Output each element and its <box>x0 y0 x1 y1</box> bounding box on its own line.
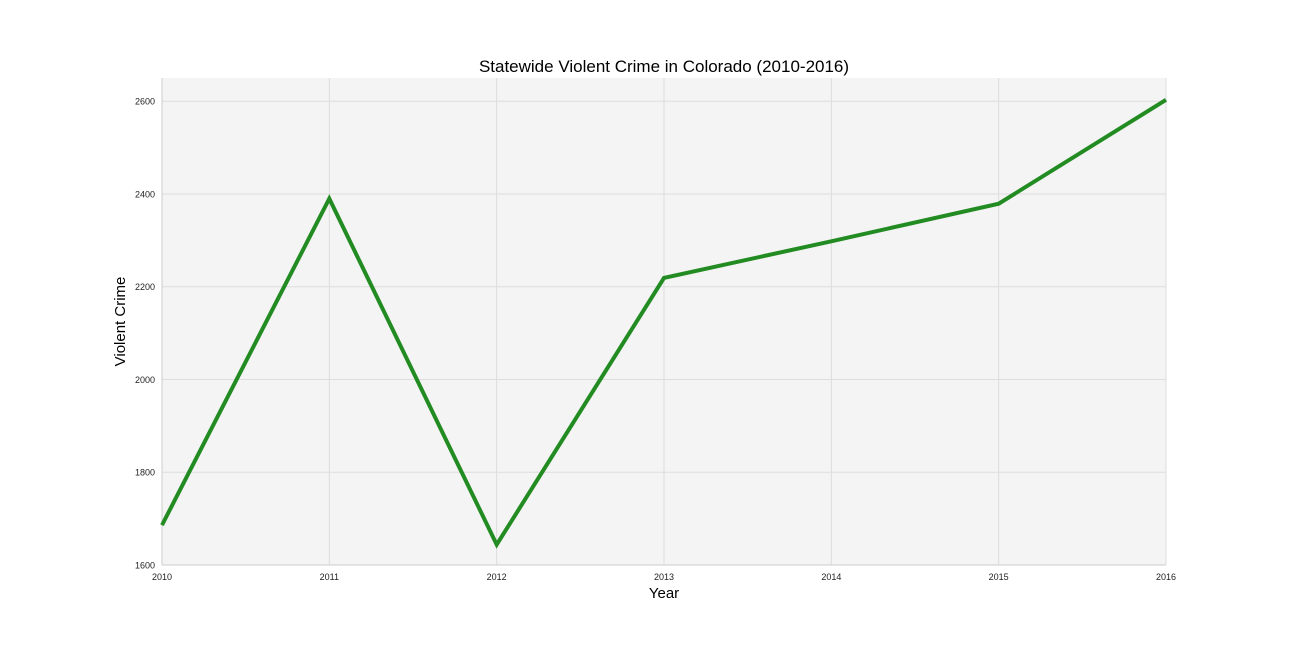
y-axis-label: Violent Crime <box>112 277 129 367</box>
x-axis-label: Year <box>649 585 679 602</box>
y-tick-label: 2000 <box>135 375 155 385</box>
y-tick-label: 2400 <box>135 189 155 199</box>
y-tick-label: 2600 <box>135 97 155 107</box>
x-tick-label: 2013 <box>654 572 674 582</box>
x-tick-label: 2015 <box>989 572 1009 582</box>
y-tick-label: 2200 <box>135 282 155 292</box>
x-tick-label: 2011 <box>320 572 339 582</box>
series-line <box>160 98 1168 549</box>
x-tick-label: 2016 <box>1156 572 1176 582</box>
tick-labels: 2010 2011 2012 2013 2014 2015 2016 1600 1800 2000… <box>135 97 1176 582</box>
x-tick-label: 2014 <box>821 572 841 582</box>
axes <box>161 78 1166 566</box>
y-tick-label: 1800 <box>135 468 155 478</box>
x-tick-label: 2012 <box>487 572 507 582</box>
x-tick-label: 2010 <box>152 572 172 582</box>
chart-title: Statewide Violent Crime in Colorado (201… <box>479 57 849 76</box>
series-lines <box>160 98 1168 549</box>
y-tick-label: 1600 <box>135 561 155 571</box>
